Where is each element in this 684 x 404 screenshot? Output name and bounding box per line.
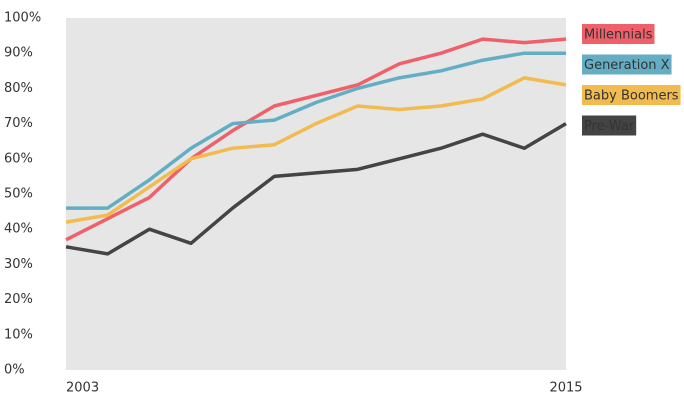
y-tick-label: 50% — [4, 187, 33, 202]
legend-item: Pre-War — [582, 115, 637, 136]
legend-swatch — [582, 85, 681, 105]
y-tick-label: 70% — [4, 116, 33, 131]
y-tick-label: 10% — [4, 327, 33, 342]
line — [65, 122, 567, 256]
legend-item: Baby Boomers — [582, 85, 681, 105]
legend-label: Baby Boomers — [584, 89, 679, 104]
x-tick-label: 2003 — [66, 381, 99, 396]
legend-label: Millennials — [584, 28, 653, 43]
y-tick-label: 90% — [4, 46, 33, 61]
line — [65, 37, 567, 242]
y-tick-label: 20% — [4, 292, 33, 307]
legend-item: Generation X — [582, 54, 672, 75]
y-tick-label: 60% — [4, 151, 33, 166]
y-tick-label: 30% — [4, 257, 33, 272]
line — [65, 76, 567, 224]
line — [66, 51, 566, 210]
y-tick-label: 100% — [4, 11, 41, 26]
legend-label: Pre-War — [584, 119, 635, 134]
legend-swatch — [582, 24, 655, 44]
y-tick-label: 0% — [4, 363, 25, 378]
plot-background — [66, 18, 566, 370]
y-tick-label: 40% — [4, 222, 33, 237]
x-tick-label: 2015 — [549, 381, 582, 396]
legend-label: Generation X — [584, 58, 670, 73]
legend-swatch — [582, 54, 672, 75]
y-tick-label: 80% — [4, 81, 33, 96]
legend-item: Millennials — [582, 24, 655, 44]
legend-swatch — [582, 115, 637, 136]
